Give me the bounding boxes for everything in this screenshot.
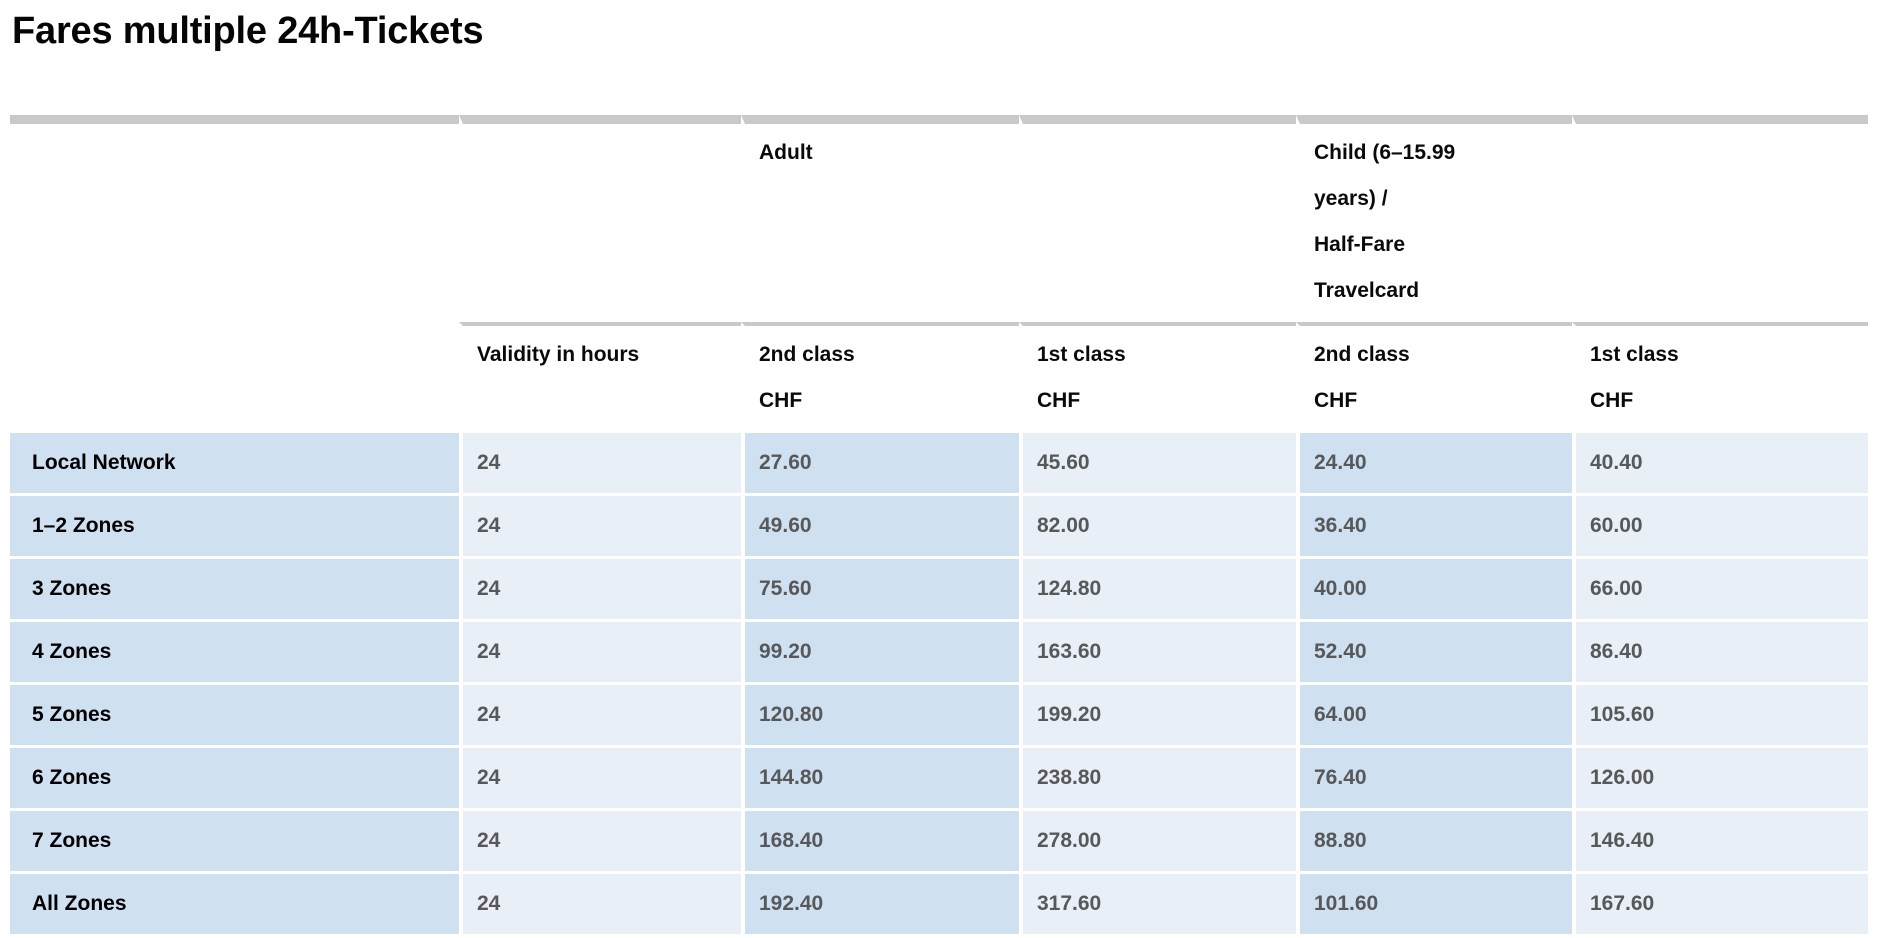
- column-header-line: 1st class: [1590, 343, 1679, 366]
- fare-value-cell: 36.40: [1296, 493, 1572, 556]
- fare-value-cell: 27.60: [741, 430, 1019, 493]
- fare-value-cell: 49.60: [741, 493, 1019, 556]
- fare-value-cell: 120.80: [741, 682, 1019, 745]
- table-row: 5 Zones 24 120.80 199.20 64.00 105.60: [10, 682, 1868, 745]
- table-row: 1–2 Zones 24 49.60 82.00 36.40 60.00: [10, 493, 1868, 556]
- fare-value-cell: 82.00: [1019, 493, 1296, 556]
- empty-header-cell: [459, 115, 741, 322]
- empty-header-cell: [10, 322, 459, 430]
- table-row: 4 Zones 24 99.20 163.60 52.40 86.40: [10, 619, 1868, 682]
- fare-value-cell: 45.60: [1019, 430, 1296, 493]
- fare-value-cell: 167.60: [1572, 871, 1868, 934]
- empty-header-cell: [1572, 115, 1868, 322]
- column-header-child-1st-class: 1st class CHF: [1572, 322, 1868, 430]
- fare-value-cell: 24.40: [1296, 430, 1572, 493]
- validity-cell: 24: [459, 493, 741, 556]
- fare-value-cell: 40.00: [1296, 556, 1572, 619]
- column-header-line: Validity in hours: [477, 343, 640, 366]
- validity-cell: 24: [459, 556, 741, 619]
- validity-cell: 24: [459, 808, 741, 871]
- validity-cell: 24: [459, 619, 741, 682]
- table-row: All Zones 24 192.40 317.60 101.60 167.60: [10, 871, 1868, 934]
- table-row: 6 Zones 24 144.80 238.80 76.40 126.00: [10, 745, 1868, 808]
- fare-value-cell: 105.60: [1572, 682, 1868, 745]
- fare-value-cell: 52.40: [1296, 619, 1572, 682]
- group-header-label: Adult: [759, 141, 813, 164]
- fare-value-cell: 60.00: [1572, 493, 1868, 556]
- group-header-adult: Adult: [741, 115, 1019, 322]
- column-header-adult-1st-class: 1st class CHF: [1019, 322, 1296, 430]
- fare-value-cell: 40.40: [1572, 430, 1868, 493]
- fare-value-cell: 192.40: [741, 871, 1019, 934]
- validity-cell: 24: [459, 745, 741, 808]
- group-header-child: Child (6–15.99 years) / Half-Fare Travel…: [1296, 115, 1572, 322]
- column-header-child-2nd-class: 2nd class CHF: [1296, 322, 1572, 430]
- column-header-line: CHF: [1314, 389, 1358, 412]
- zone-label-cell: Local Network: [10, 430, 459, 493]
- column-header-line: CHF: [1037, 389, 1081, 412]
- fare-value-cell: 317.60: [1019, 871, 1296, 934]
- group-header-label-line: Travelcard: [1314, 279, 1420, 302]
- fare-value-cell: 144.80: [741, 745, 1019, 808]
- column-header-line: CHF: [759, 389, 803, 412]
- fare-value-cell: 101.60: [1296, 871, 1572, 934]
- group-header-label-line: Child (6–15.99: [1314, 141, 1456, 164]
- validity-cell: 24: [459, 682, 741, 745]
- column-header-line: 1st class: [1037, 343, 1126, 366]
- fares-table: Adult Child (6–15.99 years) / Half-Fare …: [10, 115, 1868, 934]
- group-header-row: Adult Child (6–15.99 years) / Half-Fare …: [10, 115, 1868, 322]
- group-header-label-line: years) /: [1314, 187, 1388, 210]
- group-header-label-line: Half-Fare: [1314, 233, 1406, 256]
- fare-value-cell: 86.40: [1572, 619, 1868, 682]
- zone-label-cell: 7 Zones: [10, 808, 459, 871]
- column-header-adult-2nd-class: 2nd class CHF: [741, 322, 1019, 430]
- fare-value-cell: 199.20: [1019, 682, 1296, 745]
- zone-label-cell: All Zones: [10, 871, 459, 934]
- fare-value-cell: 238.80: [1019, 745, 1296, 808]
- fare-value-cell: 88.80: [1296, 808, 1572, 871]
- column-header-validity: Validity in hours: [459, 322, 741, 430]
- fare-value-cell: 124.80: [1019, 556, 1296, 619]
- column-header-line: CHF: [1590, 389, 1634, 412]
- column-header-line: 2nd class: [1314, 343, 1410, 366]
- fare-value-cell: 64.00: [1296, 682, 1572, 745]
- table-row: 3 Zones 24 75.60 124.80 40.00 66.00: [10, 556, 1868, 619]
- zone-label-cell: 5 Zones: [10, 682, 459, 745]
- validity-cell: 24: [459, 430, 741, 493]
- fare-value-cell: 163.60: [1019, 619, 1296, 682]
- fare-value-cell: 76.40: [1296, 745, 1572, 808]
- zone-label-cell: 1–2 Zones: [10, 493, 459, 556]
- column-header-line: 2nd class: [759, 343, 855, 366]
- empty-header-cell: [10, 115, 459, 322]
- fare-value-cell: 75.60: [741, 556, 1019, 619]
- validity-cell: 24: [459, 871, 741, 934]
- fare-value-cell: 99.20: [741, 619, 1019, 682]
- zone-label-cell: 3 Zones: [10, 556, 459, 619]
- fare-value-cell: 126.00: [1572, 745, 1868, 808]
- fare-value-cell: 168.40: [741, 808, 1019, 871]
- empty-header-cell: [1019, 115, 1296, 322]
- column-header-row: Validity in hours 2nd class CHF 1st clas…: [10, 322, 1868, 430]
- zone-label-cell: 6 Zones: [10, 745, 459, 808]
- table-row: 7 Zones 24 168.40 278.00 88.80 146.40: [10, 808, 1868, 871]
- page-title: Fares multiple 24h-Tickets: [12, 10, 484, 52]
- fare-value-cell: 278.00: [1019, 808, 1296, 871]
- fare-value-cell: 146.40: [1572, 808, 1868, 871]
- fare-value-cell: 66.00: [1572, 556, 1868, 619]
- zone-label-cell: 4 Zones: [10, 619, 459, 682]
- table-row: Local Network 24 27.60 45.60 24.40 40.40: [10, 430, 1868, 493]
